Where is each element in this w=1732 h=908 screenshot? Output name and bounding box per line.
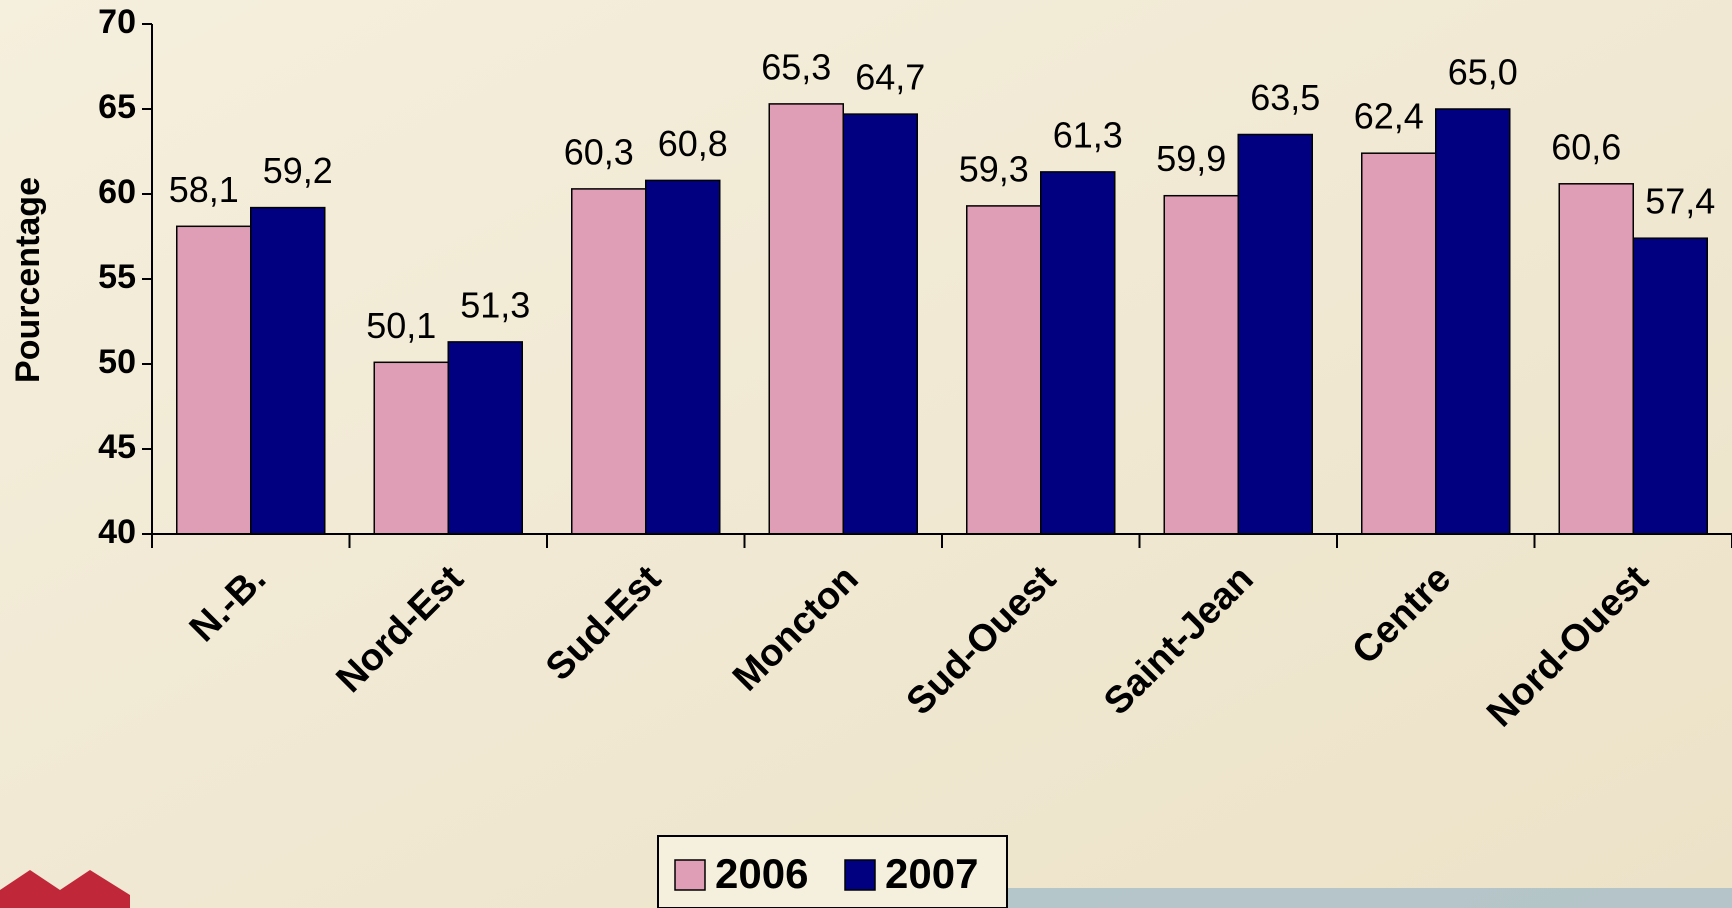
value-label: 58,1 [169, 169, 239, 210]
value-label: 60,3 [564, 131, 634, 172]
bar [842, 113, 918, 535]
value-label: 57,4 [1645, 181, 1715, 222]
bar [571, 188, 647, 535]
value-label: 60,8 [658, 123, 728, 164]
value-label: 65,0 [1448, 52, 1518, 93]
legend-swatch [844, 859, 876, 891]
bar [373, 361, 449, 535]
legend: 2006 2007 [657, 835, 1008, 908]
value-label: 59,3 [959, 148, 1029, 189]
value-label: 59,9 [1156, 138, 1226, 179]
y-tick-label: 70 [98, 3, 136, 41]
bar [1040, 171, 1116, 535]
legend-box [657, 835, 1008, 908]
y-tick-label: 55 [98, 258, 136, 296]
bar [447, 341, 523, 535]
bar [1237, 133, 1313, 535]
y-tick-label: 45 [98, 428, 136, 466]
bar [645, 179, 721, 535]
y-tick-label: 60 [98, 173, 136, 211]
legend-swatch [674, 859, 706, 891]
bar [176, 225, 252, 535]
legend-label: 2007 [885, 850, 978, 897]
logo [0, 870, 130, 908]
value-label: 61,3 [1053, 114, 1123, 155]
value-label: 51,3 [460, 284, 530, 325]
y-tick-label: 50 [98, 343, 136, 381]
legend-label: 2006 [715, 850, 808, 897]
value-label: 50,1 [366, 305, 436, 346]
bar [1558, 183, 1634, 535]
value-label: 59,2 [263, 150, 333, 191]
decor-strip [1000, 888, 1732, 908]
value-label: 64,7 [855, 57, 925, 98]
bar [768, 103, 844, 535]
bar [1361, 152, 1437, 535]
value-label: 60,6 [1551, 126, 1621, 167]
y-tick-label: 65 [98, 88, 136, 126]
value-label: 62,4 [1354, 96, 1424, 137]
bar [1435, 108, 1511, 535]
bar [1632, 237, 1708, 535]
value-label: 63,5 [1250, 77, 1320, 118]
y-tick-label: 40 [98, 513, 136, 551]
y-axis-label: Pourcentage [9, 177, 47, 383]
bar [966, 205, 1042, 535]
bar [250, 206, 326, 535]
value-label: 65,3 [761, 46, 831, 87]
bar [1163, 194, 1239, 535]
